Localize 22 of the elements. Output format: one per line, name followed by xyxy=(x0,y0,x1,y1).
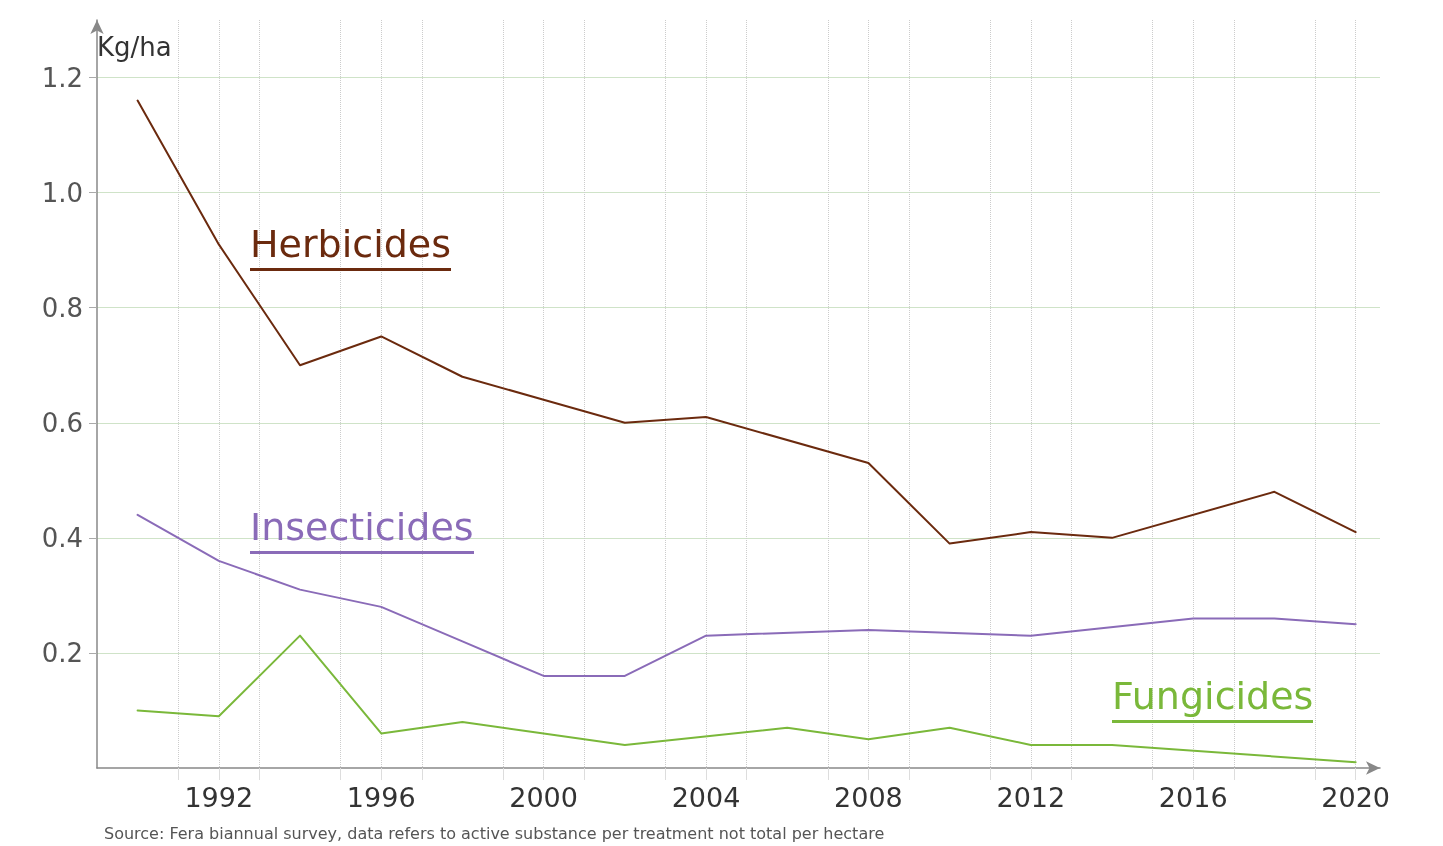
series-label: Fungicides xyxy=(1112,674,1314,723)
y-tick-label: 1.0 xyxy=(41,177,83,208)
line-series xyxy=(136,513,1357,677)
x-tick-label: 2008 xyxy=(834,782,903,813)
y-tick-label: 0.2 xyxy=(41,637,83,668)
x-tick-label: 2020 xyxy=(1321,782,1390,813)
line-series xyxy=(136,634,1357,764)
y-tick-label: 0.6 xyxy=(41,407,83,438)
series-label: Insecticides xyxy=(250,505,474,554)
source-note: Source: Fera biannual survey, data refers to active substance per treatment not total per hectare xyxy=(104,824,885,843)
x-tick-label: 2000 xyxy=(509,782,578,813)
x-tick-label: 2016 xyxy=(1158,782,1228,813)
y-tick-label: 1.2 xyxy=(41,62,83,93)
line-series xyxy=(136,99,1357,545)
y-tick-label: 0.4 xyxy=(41,522,83,553)
x-tick-label: 2004 xyxy=(671,782,741,813)
y-tick-label: 0.8 xyxy=(41,292,83,323)
x-tick-label: 2012 xyxy=(996,782,1066,813)
x-tick-label: 1992 xyxy=(184,782,254,813)
y-axis-title: Kg/ha xyxy=(97,32,172,62)
series-label: Herbicides xyxy=(250,222,452,271)
x-tick-label: 1996 xyxy=(346,782,416,813)
